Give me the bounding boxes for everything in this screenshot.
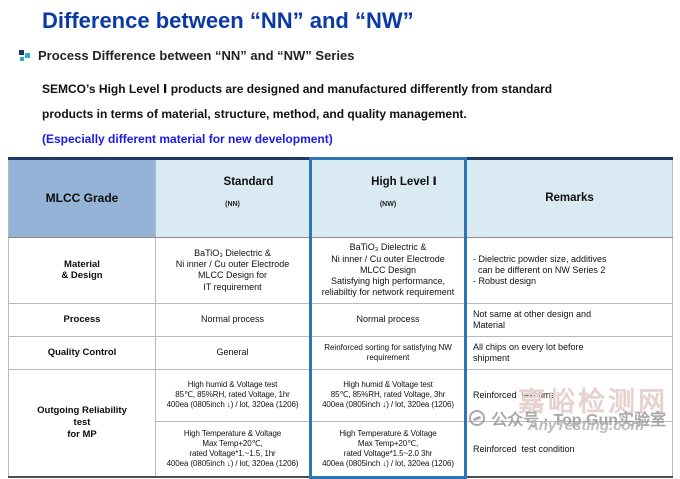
header-high-level: High Level Ⅰ (NW) <box>309 157 467 238</box>
reliability-humid-standard: High humid & Voltage test 85℃, 85%RH, ra… <box>155 368 311 422</box>
material-remarks: - Dielectric powder size, additives can … <box>465 236 673 304</box>
section-heading: Process Difference between “NN” and “NW”… <box>38 48 355 63</box>
quality-label: Quality Control <box>8 335 156 370</box>
row-material-design: Material & Design BaTiO₃ Dielectric & Ni… <box>8 236 673 304</box>
header-standard: Standard (NN) <box>155 158 311 238</box>
section-heading-row: Process Difference between “NN” and “NW”… <box>18 48 680 63</box>
quality-high-level: Reinforced sorting for satisfying NW req… <box>309 335 467 370</box>
process-high-level: Normal process <box>309 302 467 337</box>
material-high-level: BaTiO₃ Dielectric & Ni inner / Cu outer … <box>309 236 467 304</box>
intro-paragraph: SEMCO’s High Level Ⅰ products are design… <box>42 82 553 121</box>
quality-remarks: All chips on every lot before shipment <box>465 335 673 370</box>
squares-bullet-icon <box>18 49 30 62</box>
table-header-row: MLCC Grade Standard (NN) High Level Ⅰ (N… <box>8 157 673 238</box>
material-standard: BaTiO₃ Dielectric & Ni inner / Cu outer … <box>155 236 311 304</box>
header-standard-label: Standard <box>223 175 274 188</box>
slide: Difference between “NN” and “NW” Process… <box>0 8 680 479</box>
reliability-label: Outgoing Reliability test for MP <box>8 368 156 478</box>
process-label: Process <box>8 302 156 337</box>
material-label: Material & Design <box>8 236 156 304</box>
process-standard: Normal process <box>155 302 311 337</box>
header-high-level-sub: (NW) <box>379 200 397 208</box>
row-process: Process Normal process Normal process No… <box>8 302 673 337</box>
header-high-level-label: High Level Ⅰ <box>371 175 437 188</box>
reliability-temp-high-level: High Temperature & Voltage Max Temp+20℃,… <box>309 420 467 479</box>
intro-highlight: (Especially different material for new d… <box>42 132 333 146</box>
reliability-temp-standard: High Temperature & Voltage Max Temp+20℃,… <box>155 420 311 478</box>
quality-standard: General <box>155 335 311 370</box>
header-standard-sub: (NN) <box>225 200 240 208</box>
page-title: Difference between “NN” and “NW” <box>42 8 414 33</box>
header-remarks: Remarks <box>465 158 673 238</box>
reliability-humid-remarks: Reinforced test time <box>465 368 673 422</box>
row-quality-control: Quality Control General Reinforced sorti… <box>8 335 673 370</box>
comparison-table: MLCC Grade Standard (NN) High Level Ⅰ (N… <box>8 157 673 479</box>
header-mlcc-grade: MLCC Grade <box>8 158 156 238</box>
row-reliability-humid: Outgoing Reliability test for MP High hu… <box>8 368 673 478</box>
process-remarks: Not same at other design and Material <box>465 302 673 337</box>
reliability-temp-remarks: Reinforced test condition <box>465 420 673 478</box>
reliability-humid-high-level: High humid & Voltage test 85℃, 85%RH, ra… <box>309 368 467 422</box>
